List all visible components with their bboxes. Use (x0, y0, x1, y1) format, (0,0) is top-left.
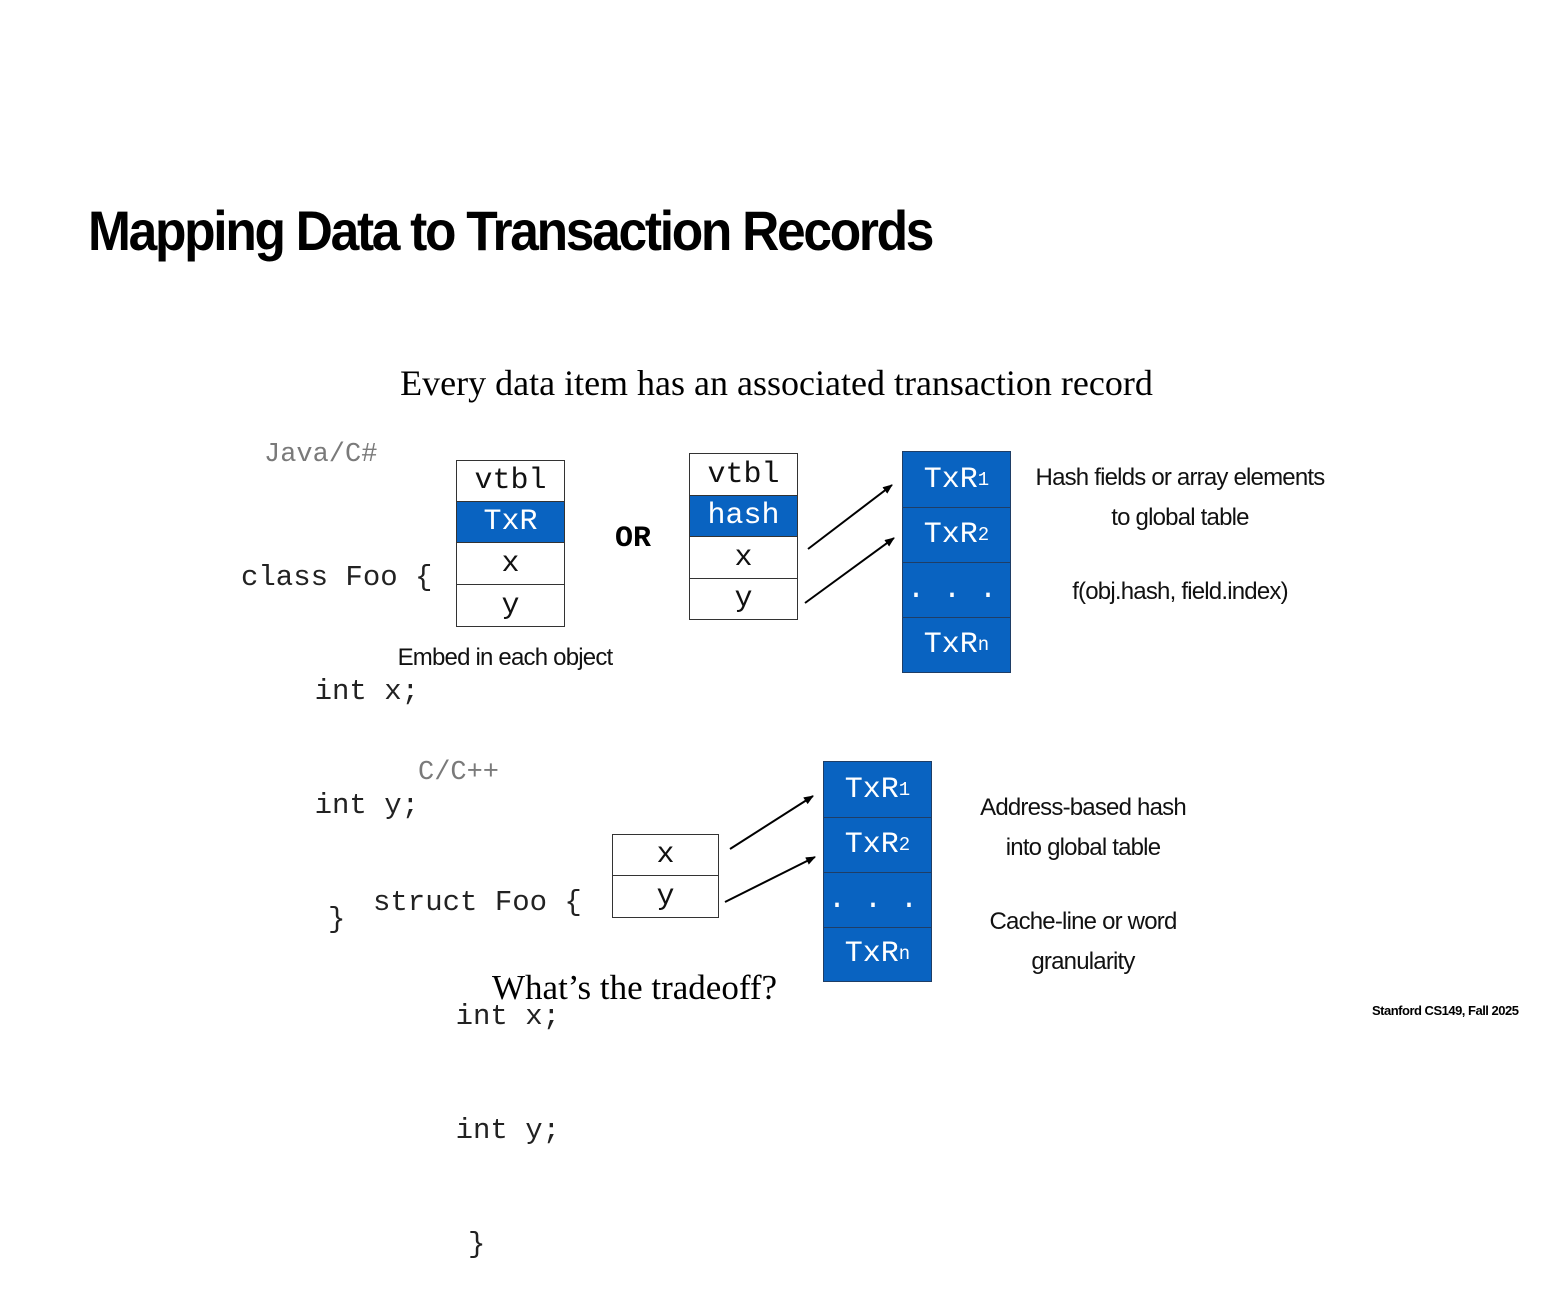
vtbl-cell: vtbl (456, 460, 565, 502)
txr-1-cell: TxR 1 (824, 762, 931, 818)
field-x-cell: x (456, 542, 565, 585)
txr-n-cell: TxR n (844, 937, 911, 971)
granularity-note: Cache-line or word granularity (948, 902, 1218, 982)
txr-1-cell: TxR 1 (903, 452, 1010, 508)
java-code-line: class Foo { (241, 561, 433, 594)
field-y-cell: y (612, 875, 719, 918)
arrow-x-to-txr1 (729, 795, 814, 850)
java-code-line: int x; (245, 675, 420, 708)
java-code-line: } (241, 903, 346, 936)
note-line: into global table (1005, 834, 1161, 861)
java-language-label: Java/C# (264, 440, 378, 470)
txr-2-cell: TxR 2 (824, 818, 931, 873)
hash-cell: hash (689, 495, 798, 537)
or-label: OR (615, 522, 652, 556)
note-line: Hash fields or array elements (1035, 464, 1326, 491)
tradeoff-question: What’s the tradeoff? (492, 968, 778, 1007)
cpp-code-line: int y; (386, 1114, 561, 1147)
note-line: to global table (1111, 504, 1249, 531)
address-hash-note: Address-based hash into global table (948, 788, 1218, 868)
field-x-cell: x (612, 834, 719, 876)
global-txr-table: TxR 1 TxR 2 . . . TxR n (823, 761, 932, 982)
global-txr-table: TxR 1 TxR 2 . . . TxR n (902, 451, 1011, 673)
field-y-cell: y (689, 578, 798, 620)
ellipsis-cell: . . . (824, 873, 931, 928)
cpp-code-line: struct Foo { (373, 886, 582, 919)
embed-caption: Embed in each object (397, 644, 614, 671)
java-code-line: int y; (245, 789, 420, 822)
slide-title: Mapping Data to Transaction Records (88, 199, 934, 262)
arrow-y-to-txr2 (804, 537, 895, 604)
field-y-cell: y (456, 584, 565, 627)
arrow-x-to-txr1 (807, 484, 893, 550)
ellipsis-cell: . . . (903, 563, 1010, 618)
cpp-language-label: C/C++ (418, 758, 500, 788)
txr-n-cell: TxR n (923, 627, 990, 662)
vtbl-cell: vtbl (689, 453, 798, 496)
txr-2-cell: TxR 2 (903, 508, 1010, 563)
java-code-block: class Foo { int x; int y; } (241, 483, 432, 977)
arrows-layer (724, 484, 895, 903)
slide-subtitle: Every data item has an associated transa… (400, 363, 1153, 403)
hash-fields-note: Hash fields or array elements to global … (1020, 458, 1340, 538)
cpp-code-line: int x; (386, 1000, 561, 1033)
note-line: Cache-line or word (989, 908, 1177, 935)
hash-formula: f(obj.hash, field.index) (1072, 578, 1288, 605)
field-x-cell: x (689, 536, 798, 579)
note-line: Address-based hash (980, 794, 1187, 821)
footer-course-label: Stanford CS149, Fall 2025 (1372, 1003, 1519, 1018)
arrow-y-to-txr2 (724, 856, 816, 903)
txr-cell: TxR (456, 501, 565, 543)
cpp-code-line: } (381, 1228, 486, 1261)
note-line: granularity (1031, 948, 1135, 975)
